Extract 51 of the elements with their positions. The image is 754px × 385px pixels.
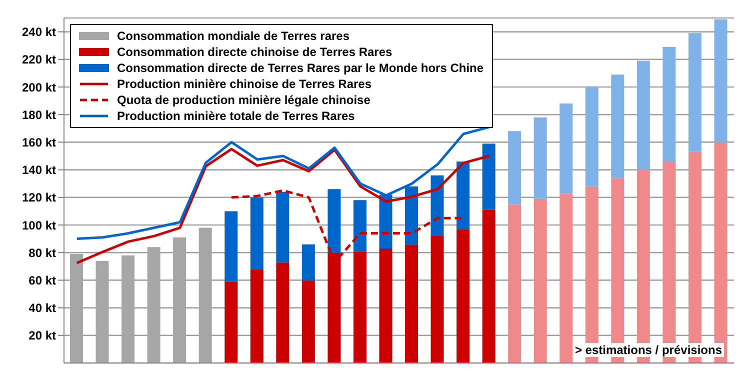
annotation: > estimations / prévisions	[572, 343, 724, 357]
bar	[534, 117, 547, 199]
bar	[560, 193, 573, 363]
bar	[482, 210, 496, 363]
y-tick-label: 180 kt	[22, 108, 56, 122]
bar	[662, 46, 676, 162]
bar	[508, 204, 522, 363]
y-tick-label: 60 kt	[28, 273, 56, 288]
y-tick-label: 240 kt	[22, 25, 56, 40]
bar	[508, 131, 522, 204]
bar	[224, 282, 238, 363]
bar	[430, 236, 444, 363]
bar	[688, 33, 702, 152]
bar	[302, 280, 315, 363]
bar	[328, 189, 341, 253]
bar	[482, 144, 496, 210]
bar	[379, 248, 392, 363]
bar	[430, 175, 444, 236]
line-series	[76, 148, 490, 264]
bar	[302, 244, 315, 280]
y-tick-label: 40 kt	[28, 301, 56, 316]
legend-label: Consommation directe de Terres Rares par le Monde hors Chine	[117, 61, 484, 75]
bar	[636, 60, 650, 170]
y-tick-label: 160 kt	[22, 135, 56, 150]
y-tick-label: 80 kt	[28, 246, 56, 260]
bar	[456, 229, 470, 363]
bar	[560, 104, 573, 194]
bar	[585, 87, 598, 186]
y-tick-label: 20 kt	[28, 328, 56, 343]
bar	[534, 198, 547, 363]
y-tick-label: 120 kt	[22, 190, 56, 205]
bar	[276, 192, 290, 262]
bar	[224, 211, 238, 282]
bar	[456, 162, 470, 230]
bar	[353, 251, 366, 363]
y-tick-label: 200 kt	[22, 80, 56, 94]
bar	[250, 269, 264, 363]
bar	[611, 74, 624, 178]
bar	[714, 19, 728, 142]
bar	[405, 244, 418, 363]
y-tick-label: 100 kt	[22, 218, 56, 232]
legend-label: Consommation directe chinoise de Terres Rares	[117, 45, 392, 59]
bar	[276, 262, 290, 363]
y-tick-label: 140 kt	[22, 163, 56, 178]
y-tick-label: 220 kt	[22, 52, 56, 67]
legend-label: Consommation mondiale de Terres rares	[117, 29, 350, 43]
legend-label: Production minière chinoise de Terres Rares	[117, 77, 372, 91]
legend-label: Quota de production minière légale chinoise	[117, 93, 370, 107]
bar	[250, 197, 264, 270]
bar	[353, 200, 366, 252]
legend-label: Production minière totale de Terres Rares	[117, 109, 355, 123]
